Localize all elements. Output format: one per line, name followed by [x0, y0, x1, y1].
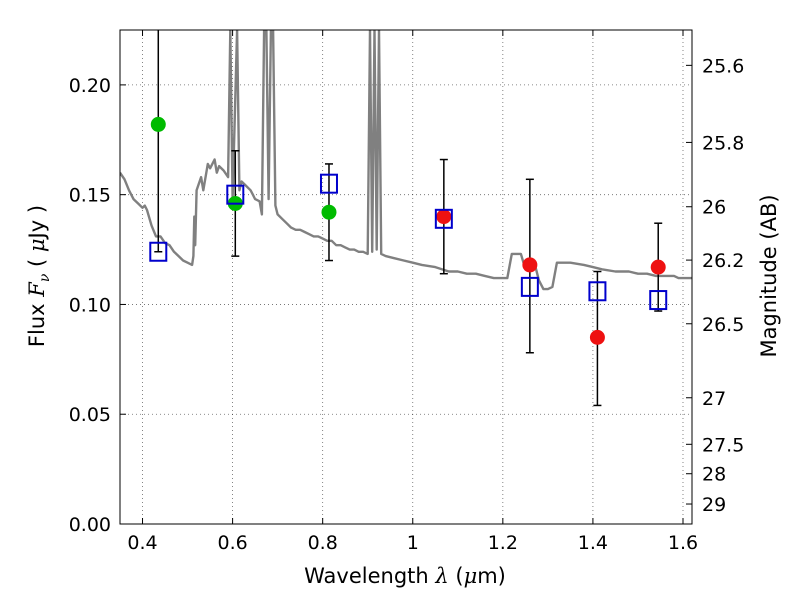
model-point-square — [588, 281, 607, 302]
magnitude-tick-label: 25.8 — [702, 132, 744, 154]
error-bar — [154, 30, 163, 253]
y-tick-label: 0.00 — [69, 514, 111, 536]
magnitude-tick-label: 29 — [702, 494, 726, 516]
grid-lines — [120, 30, 692, 525]
x-tick-label: 0.6 — [217, 532, 247, 554]
data-markers — [149, 116, 668, 345]
y-tick-label: 0.05 — [69, 404, 111, 426]
magnitude-axis-label: Magnitude (AB) — [757, 194, 781, 357]
model-point-square — [226, 184, 245, 205]
x-axis-label: Wavelength λ (μm) — [304, 564, 506, 588]
x-axis-ticks: 0.4 0.6 0.8 1 1.2 1.4 1.6 — [127, 30, 698, 554]
x-tick-label: 1.2 — [488, 532, 518, 554]
magnitude-tick-label: 26.5 — [702, 314, 744, 336]
x-tick-label: 1.4 — [578, 532, 608, 554]
x-tick-label: 1.6 — [668, 532, 698, 554]
y-tick-label: 0.20 — [69, 75, 111, 97]
plot-frame — [119, 29, 693, 525]
y-axis-label: Flux Fν ( μJy ) — [25, 205, 53, 347]
y-axis-ticks: 0.00 0.05 0.10 0.15 0.20 — [69, 75, 126, 536]
x-tick-label: 1 — [407, 532, 419, 554]
magnitude-axis-ticks: 25.6 25.8 26 26.2 26.5 27 27.5 28 29 — [686, 55, 744, 516]
model-point-square — [434, 208, 453, 229]
data-point-circle — [589, 329, 605, 345]
model-point-square — [649, 290, 668, 311]
model-spectrum — [120, 30, 692, 291]
y-tick-label: 0.10 — [69, 294, 111, 316]
model-point-square — [319, 173, 338, 194]
magnitude-tick-label: 25.6 — [702, 55, 744, 77]
magnitude-tick-label: 26.2 — [702, 250, 744, 272]
magnitude-tick-label: 28 — [702, 464, 726, 486]
magnitude-tick-label: 27.5 — [702, 434, 744, 456]
model-point-square — [520, 276, 539, 297]
x-tick-label: 0.4 — [127, 532, 157, 554]
data-point-circle — [522, 257, 538, 273]
x-tick-label: 0.8 — [308, 532, 338, 554]
magnitude-tick-label: 27 — [702, 388, 726, 410]
y-tick-label: 0.15 — [69, 185, 111, 207]
model-point-square — [149, 241, 168, 262]
magnitude-tick-label: 26 — [702, 197, 726, 219]
data-point-circle — [321, 204, 337, 220]
data-point-circle — [436, 209, 452, 225]
data-point-circle — [650, 259, 666, 275]
model-spectrum-line — [120, 30, 692, 291]
data-point-circle — [150, 116, 166, 132]
